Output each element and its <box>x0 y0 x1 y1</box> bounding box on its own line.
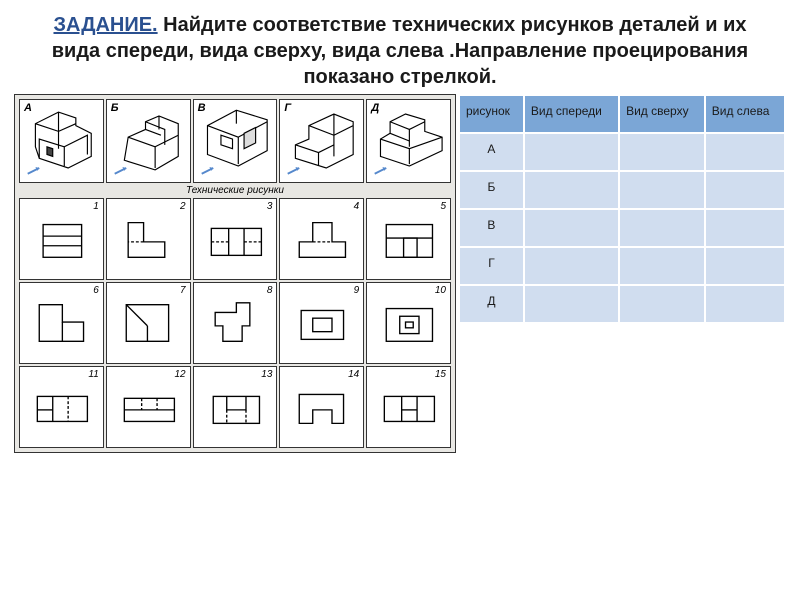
table-header: рисунок <box>459 95 524 133</box>
grid-number: 3 <box>267 201 273 212</box>
table-cell <box>705 285 785 323</box>
table-row-label: А <box>459 133 524 171</box>
iso-label: Б <box>111 102 119 114</box>
table-cell <box>705 209 785 247</box>
table-cell <box>705 171 785 209</box>
table-cell <box>619 133 705 171</box>
drawings-panel: А Б <box>14 94 456 453</box>
grid-cell: 1 <box>19 198 104 280</box>
grid-cell: 5 <box>366 198 451 280</box>
table-cell <box>524 171 619 209</box>
grid-number: 12 <box>174 369 185 380</box>
iso-label: Д <box>371 102 379 114</box>
table-cell <box>619 285 705 323</box>
content-area: А Б <box>0 94 800 453</box>
title-underlined: ЗАДАНИЕ. <box>53 14 157 36</box>
grid-cell: 14 <box>279 366 364 448</box>
table-cell <box>524 209 619 247</box>
table-cell <box>619 247 705 285</box>
grid-number: 7 <box>180 285 186 296</box>
iso-drawing-d <box>367 100 450 182</box>
answer-table: рисунок Вид спереди Вид сверху Вид слева… <box>458 94 786 324</box>
table-row-label: Д <box>459 285 524 323</box>
grid-number: 8 <box>267 285 273 296</box>
grid-number: 1 <box>93 201 99 212</box>
grid-number: 15 <box>435 369 446 380</box>
table-row-label: Г <box>459 247 524 285</box>
grid-number: 4 <box>354 201 360 212</box>
grid-cell: 9 <box>279 282 364 364</box>
isometric-row: А Б <box>19 99 451 183</box>
grid-cell: 10 <box>366 282 451 364</box>
grid-number: 13 <box>261 369 272 380</box>
iso-label: Г <box>284 102 291 114</box>
iso-drawing-b <box>107 100 190 182</box>
iso-cell-b: Б <box>106 99 191 183</box>
grid-cell: 11 <box>19 366 104 448</box>
iso-drawing-v <box>194 100 277 182</box>
table-header: Вид слева <box>705 95 785 133</box>
title-block: ЗАДАНИЕ. Найдите соответствие технически… <box>0 0 800 94</box>
iso-drawing-g <box>280 100 363 182</box>
grid-number: 9 <box>354 285 360 296</box>
grid-number: 5 <box>440 201 446 212</box>
answer-panel: рисунок Вид спереди Вид сверху Вид слева… <box>458 94 786 453</box>
grid-cell: 15 <box>366 366 451 448</box>
grid-number: 11 <box>88 369 98 380</box>
table-cell <box>705 133 785 171</box>
table-header: Вид сверху <box>619 95 705 133</box>
table-cell <box>524 285 619 323</box>
table-row-label: В <box>459 209 524 247</box>
grid-number: 14 <box>348 369 359 380</box>
grid-number: 10 <box>435 285 446 296</box>
table-cell <box>619 209 705 247</box>
grid-number: 2 <box>180 201 186 212</box>
iso-cell-v: В <box>193 99 278 183</box>
grid-number: 6 <box>93 285 99 296</box>
iso-label: А <box>24 102 32 114</box>
table-row-label: Б <box>459 171 524 209</box>
iso-label: В <box>198 102 206 114</box>
table-cell <box>524 247 619 285</box>
grid-cell: 13 <box>193 366 278 448</box>
grid-cell: 4 <box>279 198 364 280</box>
table-cell <box>524 133 619 171</box>
iso-drawing-a <box>20 100 103 182</box>
table-header: Вид спереди <box>524 95 619 133</box>
grid-cell: 7 <box>106 282 191 364</box>
table-cell <box>705 247 785 285</box>
subtitle: Технические рисунки <box>19 185 451 196</box>
iso-cell-d: Д <box>366 99 451 183</box>
grid-cell: 8 <box>193 282 278 364</box>
iso-cell-g: Г <box>279 99 364 183</box>
grid-cell: 12 <box>106 366 191 448</box>
grid-cell: 2 <box>106 198 191 280</box>
table-cell <box>619 171 705 209</box>
views-grid: 1 2 3 <box>19 198 451 448</box>
iso-cell-a: А <box>19 99 104 183</box>
grid-cell: 6 <box>19 282 104 364</box>
grid-cell: 3 <box>193 198 278 280</box>
